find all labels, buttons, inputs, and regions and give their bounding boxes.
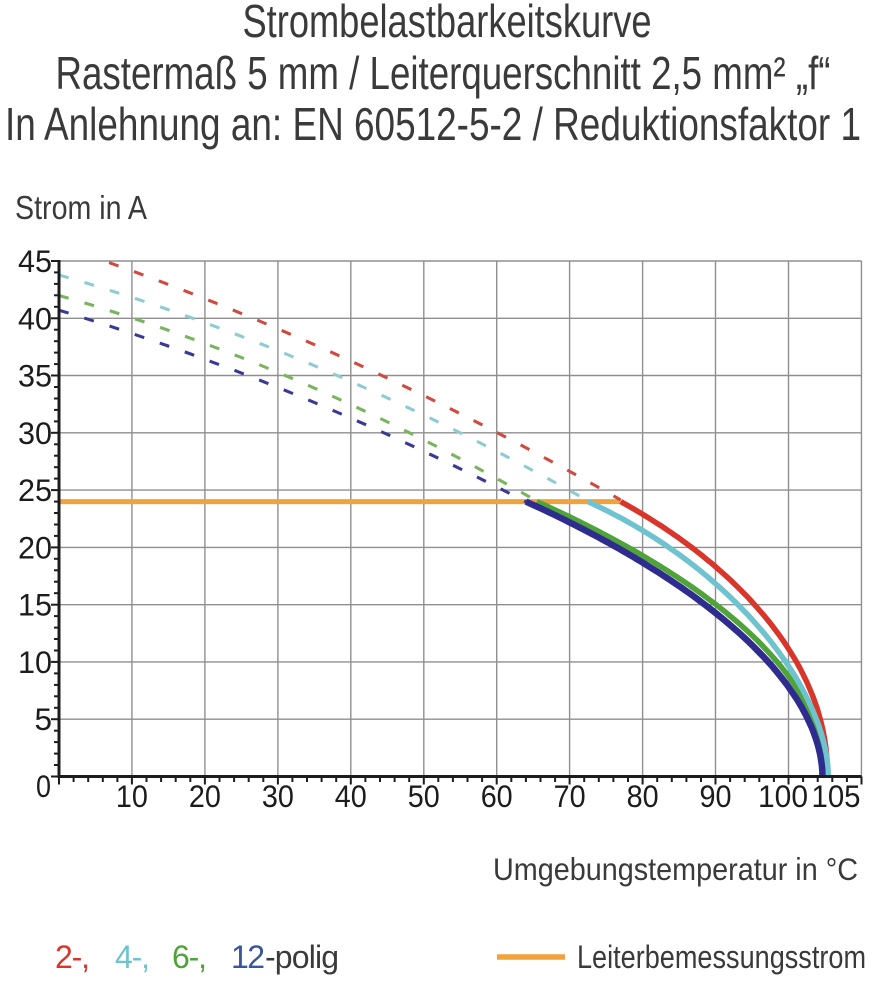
svg-text:6-,: 6-, bbox=[172, 939, 207, 975]
svg-text:60: 60 bbox=[481, 778, 513, 814]
svg-text:45: 45 bbox=[18, 243, 52, 279]
svg-text:50: 50 bbox=[408, 778, 440, 814]
svg-text:15: 15 bbox=[18, 587, 52, 623]
svg-text:4-,: 4-, bbox=[115, 939, 150, 975]
svg-text:30: 30 bbox=[18, 415, 52, 451]
svg-text:0: 0 bbox=[36, 768, 51, 804]
svg-text:20: 20 bbox=[18, 529, 52, 565]
svg-text:40: 40 bbox=[335, 778, 367, 814]
svg-text:-polig: -polig bbox=[265, 939, 339, 975]
svg-text:Rastermaß 5 mm / Leiterquersch: Rastermaß 5 mm / Leiterquerschnitt 2,5 m… bbox=[56, 47, 831, 99]
svg-text:Leiterbemessungsstrom: Leiterbemessungsstrom bbox=[577, 939, 866, 975]
svg-text:In Anlehnung an: EN 60512-5-2: In Anlehnung an: EN 60512-5-2 / Reduktio… bbox=[5, 98, 861, 150]
svg-text:90: 90 bbox=[700, 778, 732, 814]
svg-text:35: 35 bbox=[18, 358, 52, 394]
svg-text:Strombelastbarkeitskurve: Strombelastbarkeitskurve bbox=[243, 0, 652, 47]
svg-text:80: 80 bbox=[627, 778, 659, 814]
svg-text:10: 10 bbox=[116, 778, 148, 814]
svg-text:20: 20 bbox=[189, 778, 221, 814]
svg-text:25: 25 bbox=[18, 472, 52, 508]
svg-text:105: 105 bbox=[812, 778, 861, 814]
svg-text:12: 12 bbox=[231, 939, 265, 975]
svg-text:Umgebungstemperatur in °C: Umgebungstemperatur in °C bbox=[493, 851, 858, 887]
svg-text:40: 40 bbox=[18, 300, 52, 336]
svg-text:100: 100 bbox=[758, 778, 808, 814]
svg-text:Strom in A: Strom in A bbox=[15, 189, 147, 226]
svg-text:2-,: 2-, bbox=[55, 939, 90, 975]
svg-text:10: 10 bbox=[18, 644, 52, 680]
svg-text:70: 70 bbox=[554, 778, 586, 814]
svg-text:5: 5 bbox=[34, 701, 52, 737]
svg-text:30: 30 bbox=[262, 778, 294, 814]
